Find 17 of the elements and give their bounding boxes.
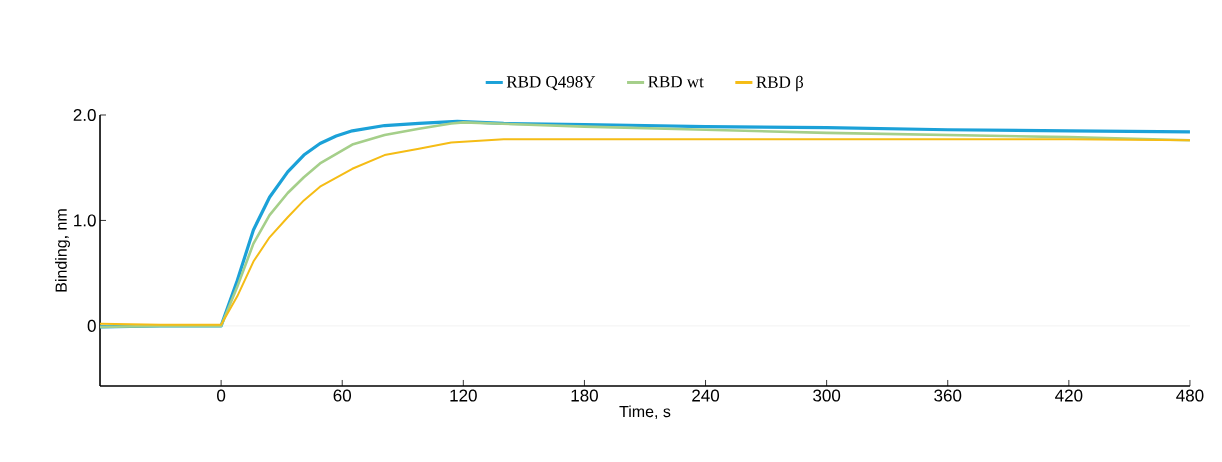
x-tick-label: 360 [934, 389, 962, 402]
legend-label: RBD β [756, 75, 804, 92]
y-axis-title: Binding, nm [55, 209, 70, 292]
y-tick-label: 0 [87, 319, 96, 332]
x-tick-label: 420 [1055, 389, 1083, 402]
x-tick-label: 180 [571, 389, 598, 402]
legend-label: RBD wt [648, 76, 704, 88]
x-axis-title: Time, s [619, 405, 671, 420]
x-tick-label: 300 [813, 389, 841, 402]
x-tick-label: 120 [450, 389, 477, 402]
x-tick-label: 0 [217, 389, 226, 402]
y-tick-label: 1.0 [74, 214, 96, 227]
legend-label: RBD Q498Y [506, 76, 596, 91]
x-tick-label: 60 [333, 389, 352, 402]
x-tick-label: 480 [1176, 389, 1204, 402]
x-tick-label: 240 [692, 389, 720, 402]
y-tick-label: 2.0 [73, 108, 96, 122]
